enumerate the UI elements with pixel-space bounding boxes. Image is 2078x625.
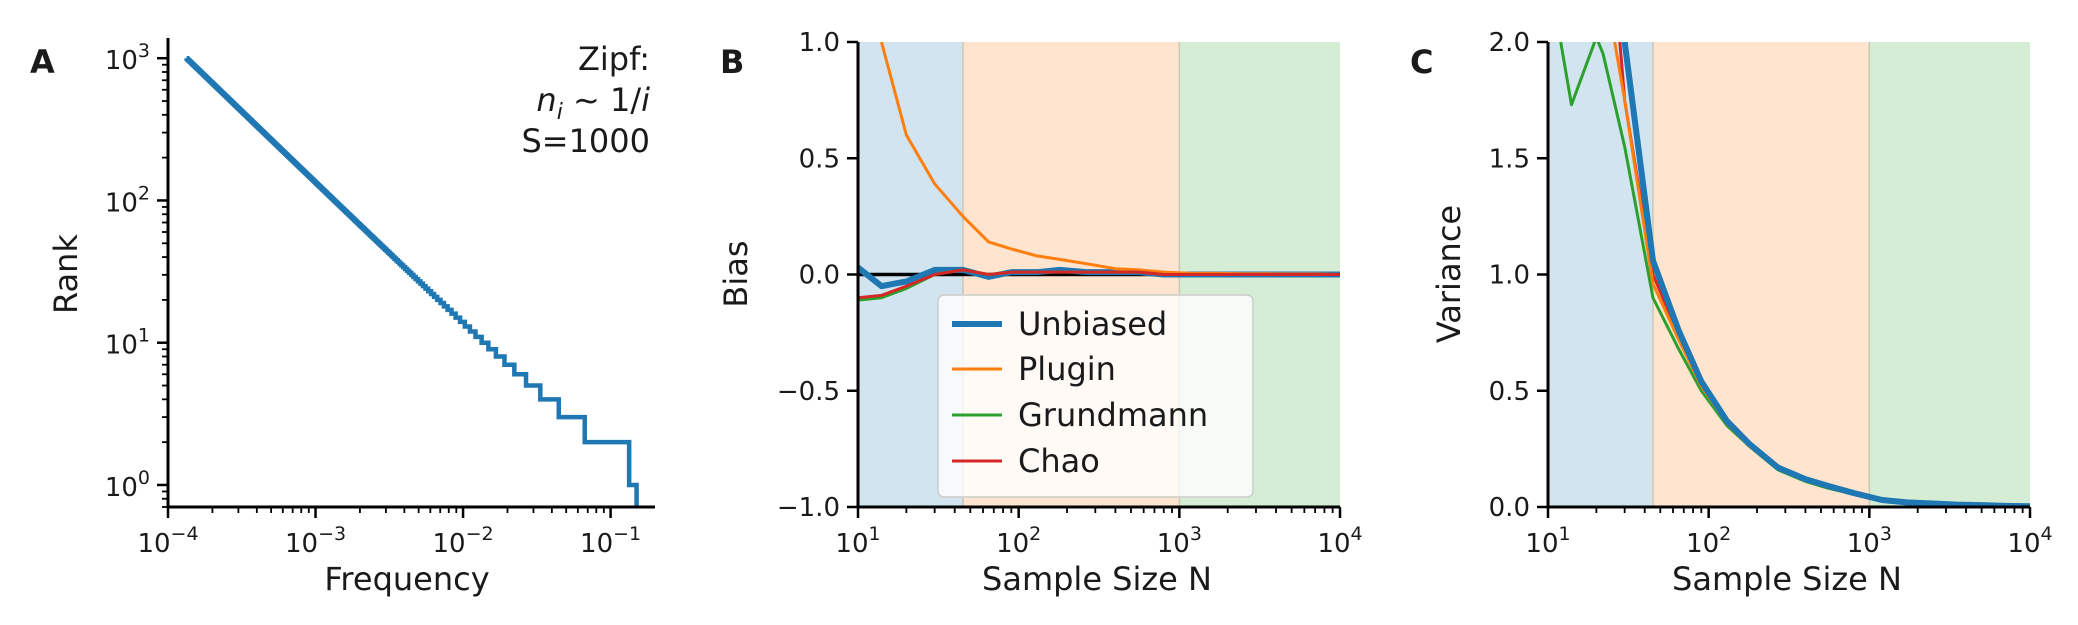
panel-letter-b: B <box>720 43 744 81</box>
y-tick-label: 0.5 <box>799 144 840 174</box>
panel-b-bias-chart: B 101 102 103 104 −1.0 −0.5 0.0 0.5 1.0 Sample S… <box>717 28 1363 598</box>
legend-entry-plugin: Plugin <box>952 350 1116 388</box>
legend-frame <box>937 294 1254 498</box>
y-tick-label: 2.0 <box>1489 28 1530 58</box>
y-tick-label: −0.5 <box>777 377 840 407</box>
legend-entry-unbiased: Unbiased <box>952 305 1167 343</box>
panel-b-y-axis-label: Bias <box>717 240 755 307</box>
legend-label-unbiased: Unbiased <box>1018 305 1167 343</box>
panel-c-plot-area <box>1548 42 2030 507</box>
x-tick-label: 101 <box>835 523 880 559</box>
panel-c-x-axis-label: Sample Size N <box>1672 560 1902 598</box>
series-lines <box>858 42 1340 302</box>
sample-size-region-2 <box>1869 42 2030 507</box>
y-tick-label: 0.0 <box>1489 493 1530 523</box>
legend-label-plugin: Plugin <box>1018 350 1116 388</box>
x-tick-label: 101 <box>1525 523 1570 559</box>
x-tick-label: 104 <box>1317 523 1362 559</box>
x-tick-label: 103 <box>1157 523 1202 559</box>
panel-a-plot-area <box>184 55 639 507</box>
zipf-rank-frequency-line <box>184 55 639 507</box>
y-tick-label: 101 <box>105 325 150 361</box>
legend-entry-grundmann: Grundmann <box>952 396 1208 434</box>
panel-a-y-axis-label: Rank <box>47 234 85 314</box>
sample-size-region-1 <box>1652 42 1870 507</box>
x-tick-label: 104 <box>2007 523 2052 559</box>
panel-a-rank-frequency-chart: A 10−4 10−3 10−2 10−1 100 101 102 103 Frequency… <box>30 38 655 598</box>
x-tick-label: 103 <box>1847 523 1892 559</box>
legend-entry-chao: Chao <box>952 442 1100 480</box>
sample-size-region-0 <box>1548 42 1653 507</box>
panel-b-legend: Unbiased Plugin Grundmann Chao <box>937 294 1254 498</box>
annotation-line-zipf: Zipf: <box>578 40 650 78</box>
panel-b-x-axis-label: Sample Size N <box>982 560 1212 598</box>
legend-label-grundmann: Grundmann <box>1018 396 1208 434</box>
y-tick-label: 1.5 <box>1489 144 1530 174</box>
panel-letter-c: C <box>1410 43 1433 81</box>
series-lines <box>1559 42 2030 507</box>
x-tick-label: 102 <box>1686 523 1731 559</box>
y-tick-label: 0.0 <box>799 261 840 291</box>
series-line-chao <box>858 268 1340 300</box>
legend-label-chao: Chao <box>1018 442 1100 480</box>
y-tick-label: 0.5 <box>1489 377 1530 407</box>
x-tick-label: 10−3 <box>285 523 346 559</box>
y-tick-label: 100 <box>105 467 150 503</box>
y-tick-label: 103 <box>105 40 150 76</box>
panel-c-variance-chart: C 101 102 103 104 0.0 0.5 1.0 1.5 2.0 Sample Siz… <box>1410 28 2053 598</box>
y-tick-label: −1.0 <box>777 493 840 523</box>
x-tick-label: 102 <box>996 523 1041 559</box>
panel-a-axis-ticks: 10−4 10−3 10−2 10−1 100 101 102 103 <box>105 38 655 559</box>
x-tick-label: 10−4 <box>137 523 198 559</box>
x-tick-label: 10−2 <box>433 523 494 559</box>
panel-b-axis-ticks: 101 102 103 104 −1.0 −0.5 0.0 0.5 1.0 <box>777 28 1363 559</box>
panel-a-annotation: Zipf: ni ~ 1/i S=1000 <box>521 40 650 160</box>
annotation-line-species: S=1000 <box>521 122 650 160</box>
panel-a-x-axis-label: Frequency <box>324 560 489 598</box>
y-tick-label: 102 <box>105 182 150 218</box>
y-tick-label: 1.0 <box>1489 261 1530 291</box>
x-tick-label: 10−1 <box>580 523 641 559</box>
series-line-unbiased <box>1621 42 2030 507</box>
annotation-line-law: ni ~ 1/i <box>536 81 650 125</box>
panel-letter-a: A <box>30 43 55 81</box>
panel-c-y-axis-label: Variance <box>1430 205 1468 343</box>
panel-c-axis-ticks: 101 102 103 104 0.0 0.5 1.0 1.5 2.0 <box>1489 28 2053 559</box>
y-tick-label: 1.0 <box>799 28 840 58</box>
